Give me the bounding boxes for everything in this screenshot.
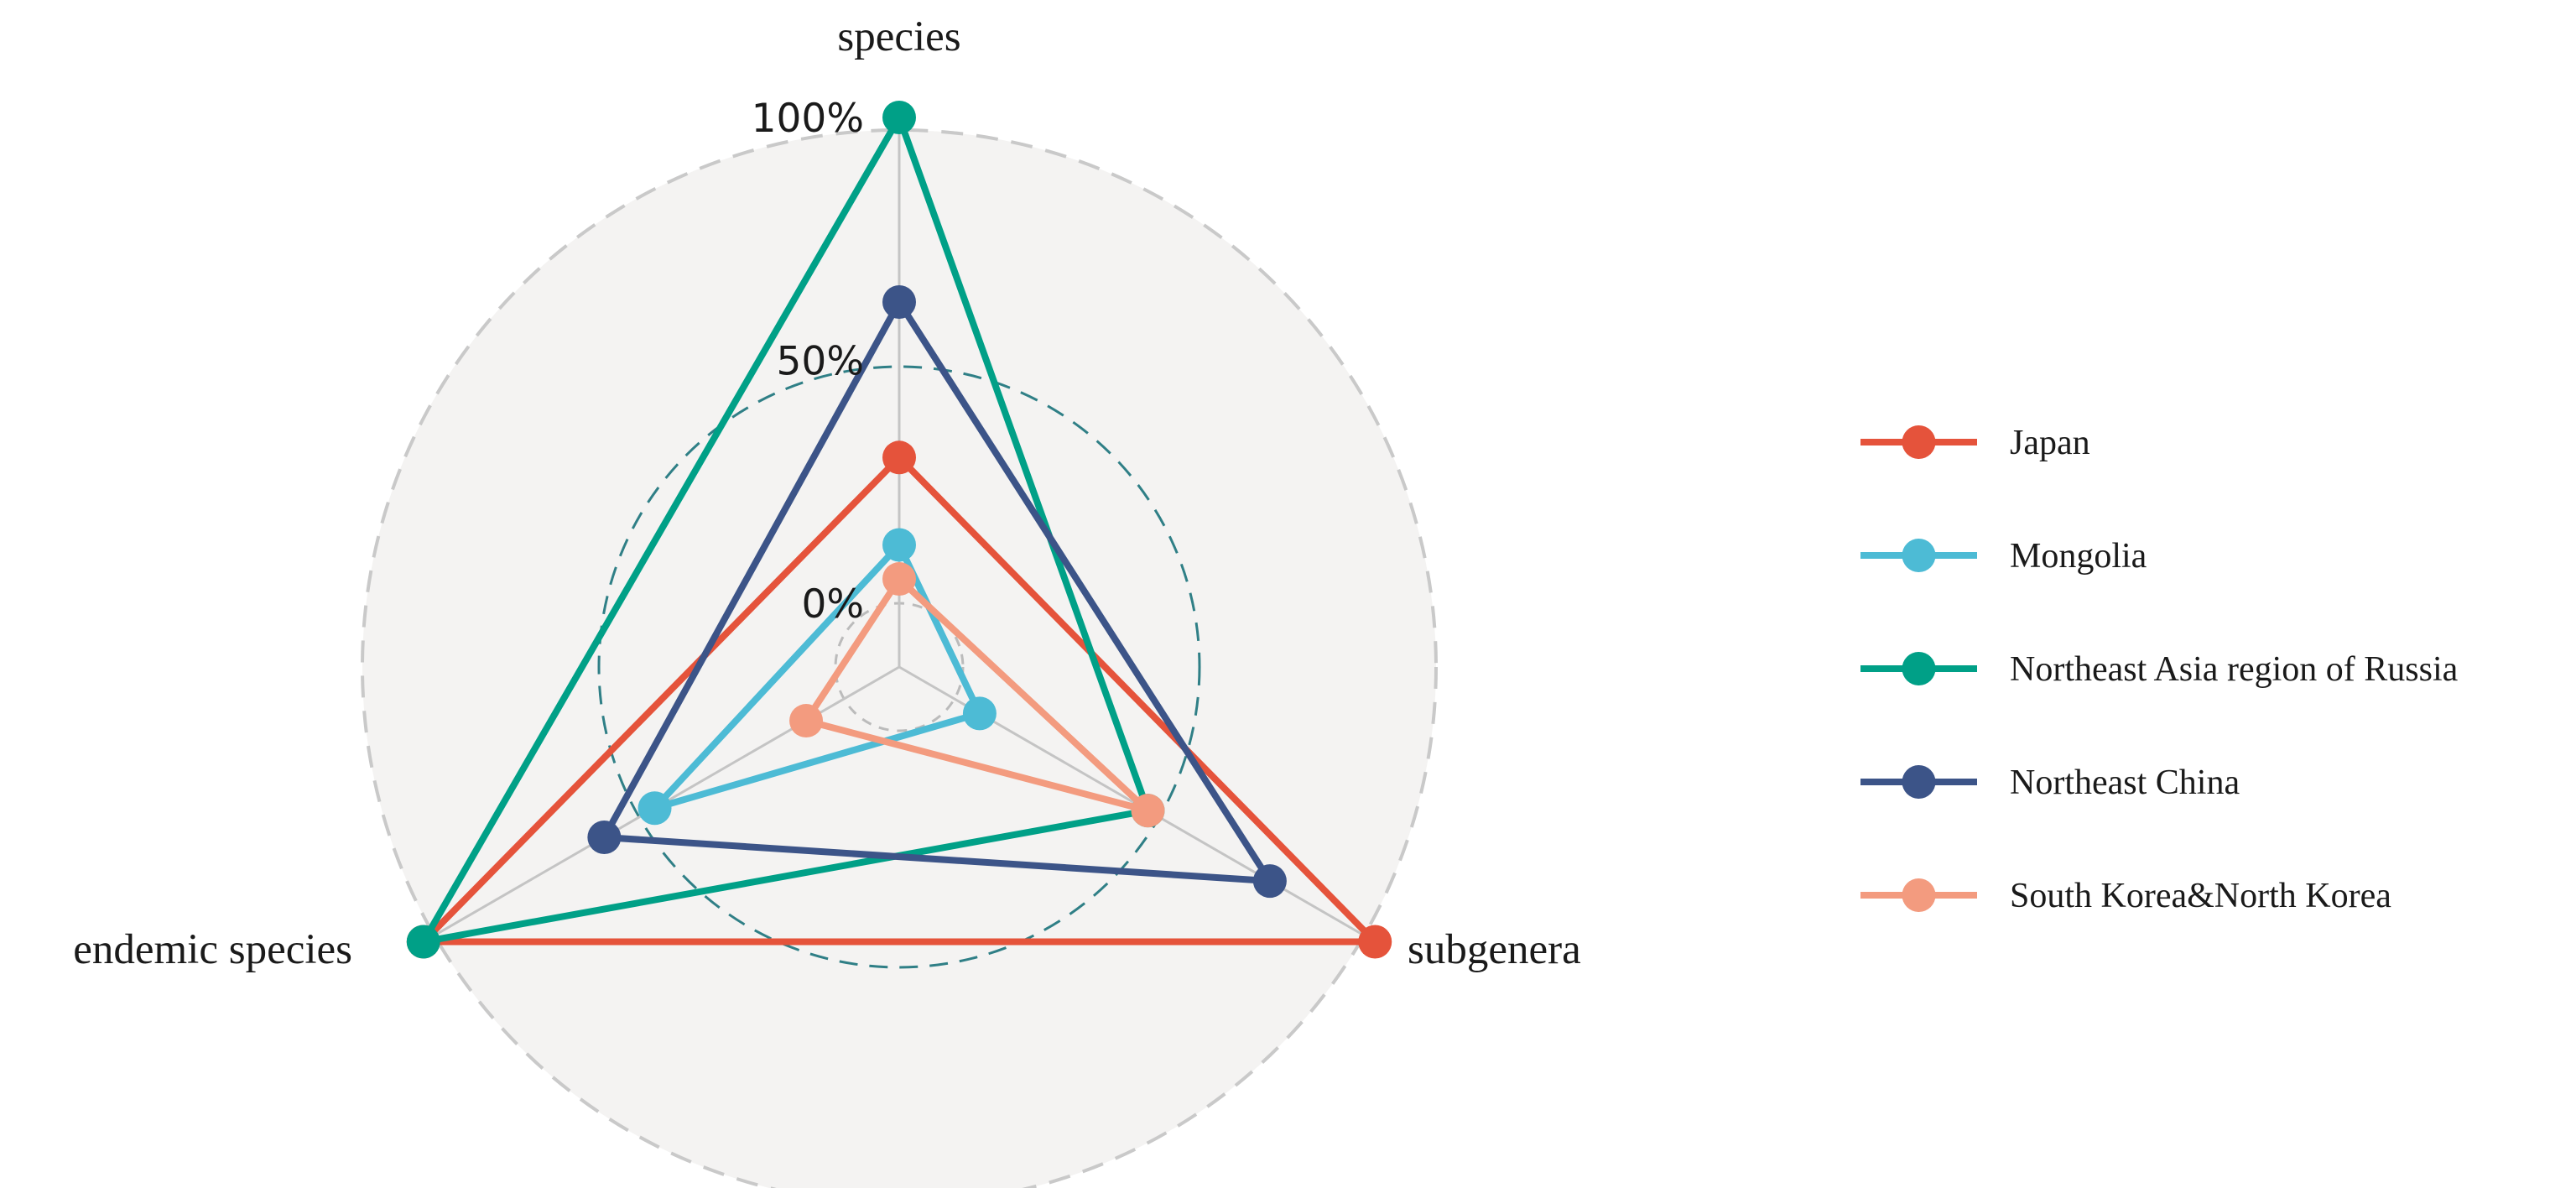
data-point-endemic-species [789, 704, 824, 738]
data-point-species [882, 528, 916, 562]
radar-grid-circle-50 [597, 365, 1201, 969]
tick-label: 0% [801, 581, 864, 628]
axis-label-subgenera: subgenera [1408, 926, 1581, 973]
data-point-subgenera [1252, 864, 1287, 899]
radar-axis-labels: species subgenera endemic species [73, 13, 1581, 973]
data-point-subgenera [962, 696, 997, 731]
legend-marker [1902, 652, 1936, 685]
tick-label: 50% [777, 339, 864, 385]
series-line [598, 295, 1277, 885]
radar-tick-labels: 0% 50% 100% [752, 96, 864, 628]
legend: Japan Mongolia Northeast Asia region of Ru… [1860, 424, 2459, 915]
legend-label: Northeast China [2010, 763, 2240, 802]
legend-item: Mongolia [1860, 537, 2147, 576]
data-point-subgenera [1131, 794, 1165, 828]
axis-label-endemic-species: endemic species [73, 926, 352, 973]
radar-series [406, 101, 1392, 959]
legend-marker [1902, 878, 1936, 912]
legend-label: Northeast Asia region of Russia [2010, 650, 2459, 689]
axis-label-species: species [837, 13, 960, 60]
data-point-species [882, 101, 916, 134]
legend-marker [1902, 425, 1936, 459]
legend-marker [1902, 539, 1936, 572]
data-point-endemic-species [637, 791, 672, 826]
series-1 [637, 528, 997, 826]
legend-item: Northeast China [1860, 763, 2240, 802]
tick-label: 100% [752, 96, 864, 142]
legend-item: South Korea&North Korea [1860, 877, 2391, 915]
series-line [416, 109, 1153, 946]
data-point-endemic-species [406, 925, 440, 959]
legend-label: Mongolia [2010, 537, 2147, 576]
legend-label: South Korea&North Korea [2010, 877, 2391, 915]
series-line [643, 539, 985, 815]
legend-item: Japan [1860, 424, 2090, 462]
legend-label: Japan [2010, 424, 2090, 462]
series-4 [789, 562, 1165, 828]
data-point-species [882, 440, 916, 475]
series-line [800, 573, 1151, 815]
legend-item: Northeast Asia region of Russia [1860, 650, 2459, 689]
data-point-subgenera [1358, 925, 1392, 959]
series-line [415, 452, 1383, 946]
data-point-species [882, 562, 916, 597]
data-point-endemic-species [587, 821, 622, 855]
legend-marker [1902, 765, 1936, 799]
data-point-species [882, 285, 916, 320]
series-3 [587, 285, 1287, 899]
